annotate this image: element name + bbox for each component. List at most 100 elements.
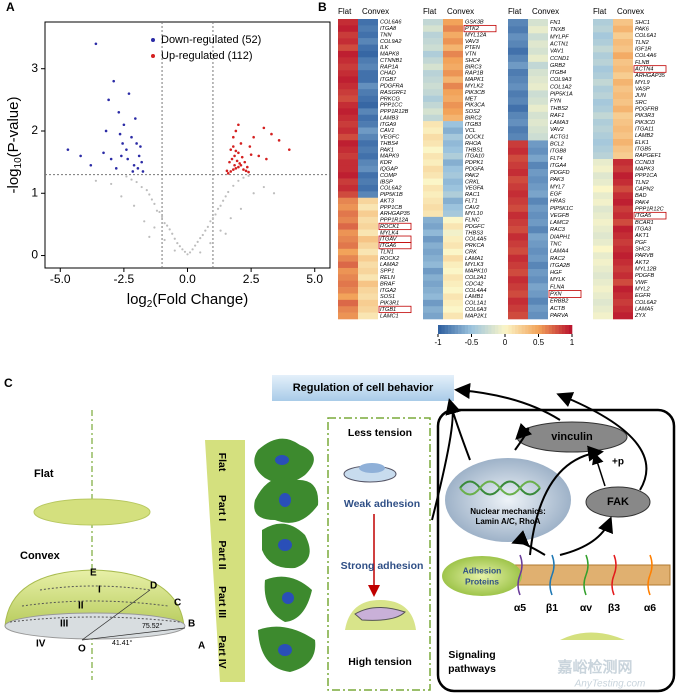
heat-cell [443,274,463,282]
heat-cell [443,25,463,33]
heat-cell [338,299,358,307]
gene-label: PPP1CC [380,103,403,109]
gene-label: LAMB2 [635,133,654,139]
heat-cell [358,191,378,199]
point [166,224,169,227]
heat-cell [423,287,443,294]
heat-cell [443,19,463,26]
gene-label: RAPGEF1 [635,153,661,159]
point [247,174,250,177]
point [173,237,176,240]
heat-cell [338,133,358,141]
point [233,154,236,158]
heat-cell [593,145,613,153]
heat-cell [593,132,613,140]
heat-cell [528,211,548,220]
contour-lines [9,585,181,623]
heat-cell [528,161,548,170]
heat-cell [443,216,463,224]
heat-cell [593,92,613,100]
heat-cell [508,33,528,41]
gene-label: MAPK10 [465,269,488,275]
heat-cell [528,40,548,48]
gene-label: TNC [550,241,562,247]
heat-cell [613,299,633,306]
gene-label: CRK [465,249,477,255]
heat-cell [358,19,378,26]
colorbar-segment [471,325,476,334]
point [148,235,151,238]
heat-cell [528,33,548,41]
heat-cell [508,140,528,148]
legend-swatch [151,38,155,42]
gene-label: COL4A5 [465,237,487,243]
heat-cell [338,25,358,33]
point [173,249,176,252]
gene-label: PRKCA [465,243,485,249]
heat-cell [508,111,528,120]
gene-label: PTEN [465,45,481,51]
colorbar-segment [541,325,546,334]
gene-label: PGF [635,240,647,246]
point [257,154,261,158]
point [130,135,133,139]
gene-label: PDGFA [465,166,484,172]
colorbar-label: 0 [503,338,508,347]
heat-cell [508,147,528,156]
colorbar-segment [441,325,445,334]
heat-cell [593,212,613,220]
gene-label: FLNB [635,60,650,66]
heat-cell [358,159,378,167]
gene-label: LAMA1 [465,256,483,262]
heat-cell [423,306,443,313]
heat-cell [613,185,633,193]
x-tick-label: 0.0 [179,272,196,286]
watermark: AnyTesting.com [574,679,646,690]
heat-cell [593,165,613,173]
heat-cell [423,229,443,237]
point [211,217,215,220]
integrin [611,554,617,596]
gene-label: ITGA10 [465,154,485,160]
gene-label: ITGB7 [380,77,397,83]
gene-label: AKT3 [379,198,395,204]
heat-cell [358,31,378,39]
heat-cell [508,69,528,77]
point [136,167,140,170]
gene-label: COL9A2 [380,39,402,45]
point [145,189,148,192]
gene-label: LAMC1 [380,313,399,319]
gene-label: THBS4 [380,141,398,147]
heat-cell [443,121,463,128]
heat-cell [593,192,613,200]
heat-cell [508,311,528,320]
heat-cell [613,45,633,53]
gene-label: BCL2 [550,141,565,147]
heat-cell [358,146,378,154]
heat-cell [593,252,613,260]
gene-label: COL6A1 [635,33,656,39]
gene-label: MAPK8 [380,52,400,58]
heat-cell [593,305,613,313]
region-label: II [78,601,84,612]
colorbar-segment [545,325,549,334]
heat-cell [338,293,358,301]
colorbar-segment [501,325,506,334]
heat-cell [358,267,378,275]
gene-label: SHC1 [635,20,650,26]
gene-label: CAV2 [465,205,480,211]
axis-label-part: 10 [13,157,24,169]
gene-box [463,24,497,33]
heat-cell [528,54,548,63]
point [120,195,123,198]
regulation-label: Regulation of cell behavior [293,382,434,394]
heat-cell [423,293,443,301]
heat-cell [593,179,613,186]
heat-cell [443,172,463,179]
colorbar-segment [515,325,519,334]
point [237,123,240,127]
heat-cell [593,199,613,206]
gene-label: SOS1 [380,294,395,300]
heat-cell [338,153,358,160]
colorbar-segment [535,325,539,334]
